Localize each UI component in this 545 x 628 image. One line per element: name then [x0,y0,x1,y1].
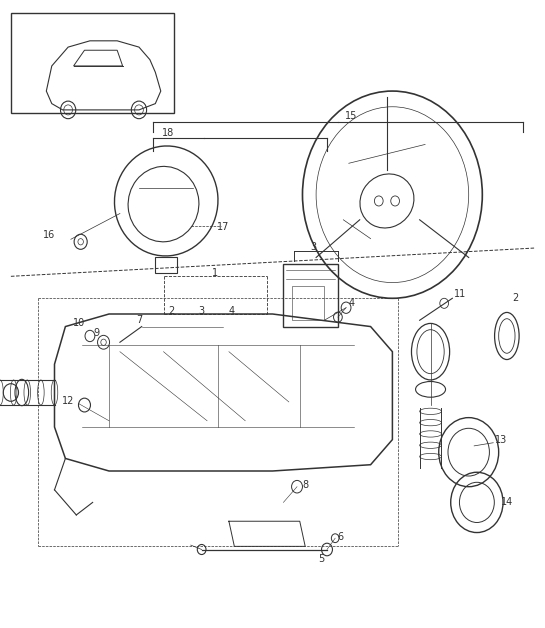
Bar [283,264,338,327]
Text: 10: 10 [73,318,85,328]
Text: 12: 12 [62,396,74,406]
Text: 7: 7 [136,315,142,325]
Text: 5: 5 [318,554,325,564]
Text: 3: 3 [310,242,317,252]
Text: 1: 1 [212,268,219,278]
Text: 16: 16 [43,230,55,241]
Text: 17: 17 [217,222,229,232]
Text: 15: 15 [346,111,358,121]
Text: 6: 6 [337,532,344,542]
Text: 3: 3 [198,306,205,316]
Bar [155,257,177,273]
Text: 18: 18 [162,128,174,138]
Text: 8: 8 [302,480,308,490]
Text: 14: 14 [501,497,513,507]
Text: 4: 4 [228,306,235,316]
Bar [11,13,174,113]
Text: 2: 2 [512,293,518,303]
Text: 13: 13 [495,435,507,445]
Text: 4: 4 [348,298,355,308]
Text: 11: 11 [455,289,467,299]
Text: 9: 9 [93,328,100,338]
Text: 2: 2 [168,306,175,316]
Bar [292,286,324,320]
